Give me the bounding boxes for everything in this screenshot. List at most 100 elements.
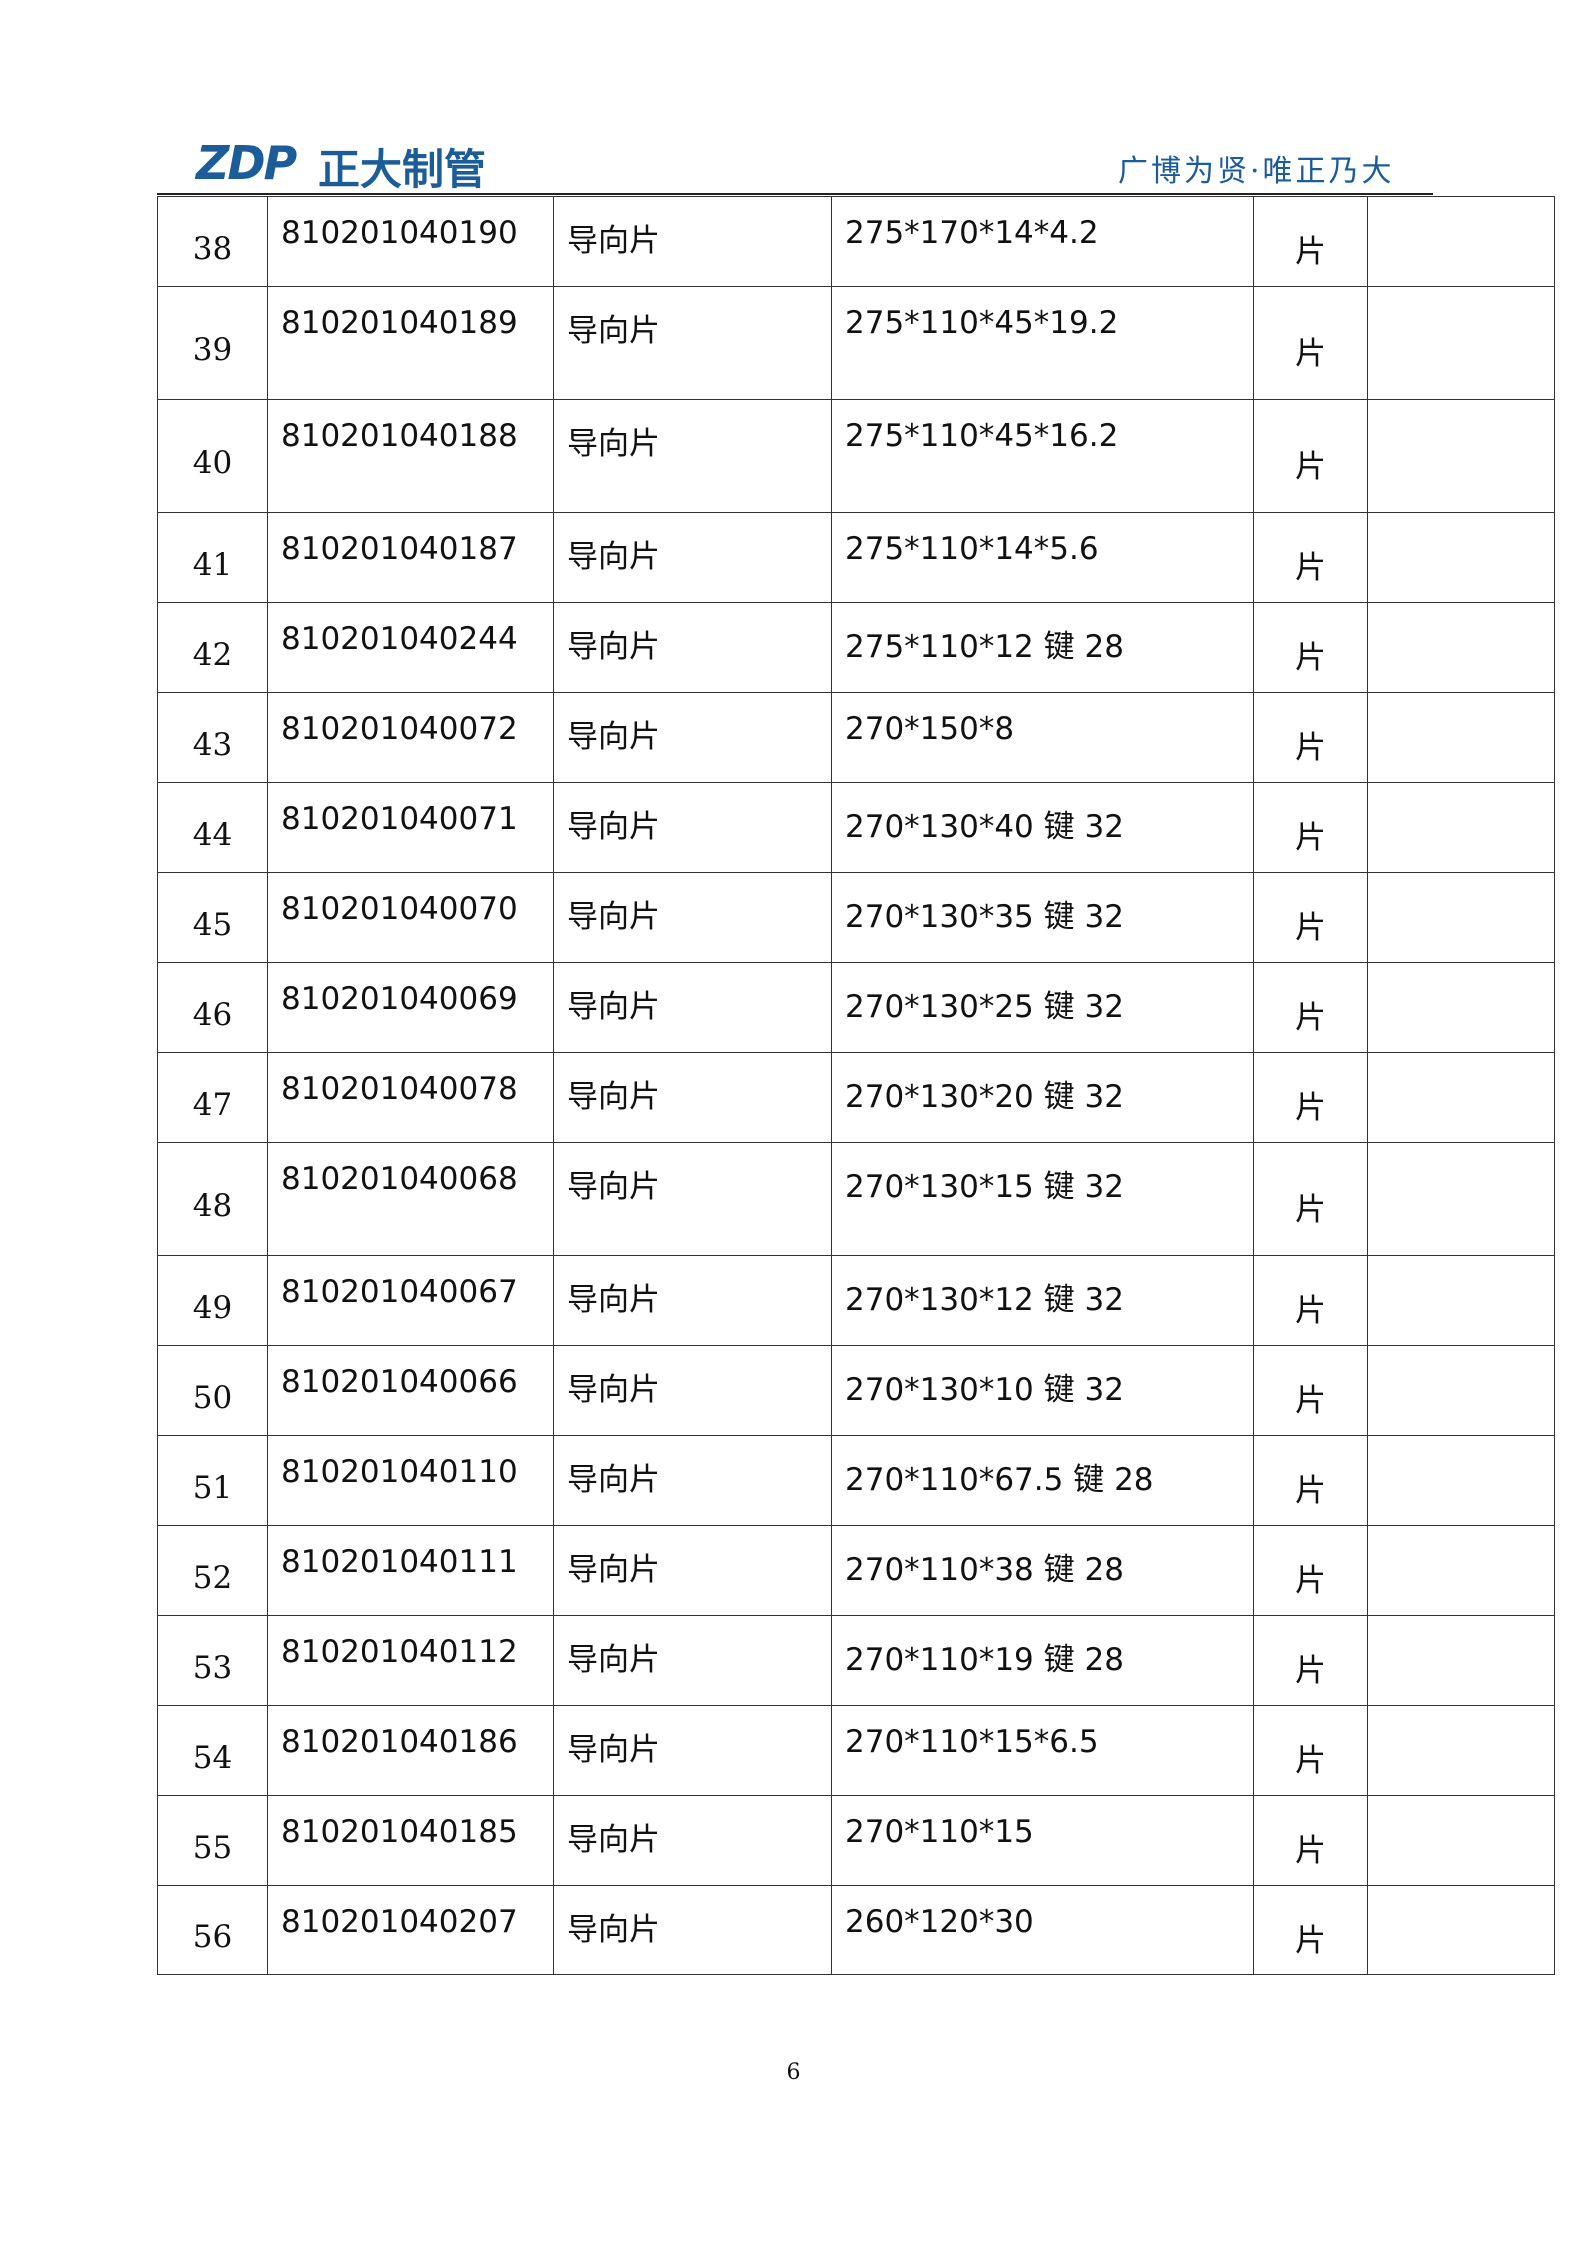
item-name: 导向片 — [553, 1052, 832, 1143]
row-number: 45 — [157, 872, 268, 963]
item-spec: 270*130*12 键 32 — [831, 1255, 1254, 1346]
table-row: 44 810201040071 导向片 270*130*40 键 32 片 — [157, 782, 1555, 873]
item-name: 导向片 — [553, 1435, 832, 1526]
row-number: 39 — [157, 286, 268, 400]
table-row: 56 810201040207 导向片 260*120*30 片 — [157, 1885, 1555, 1975]
item-code: 810201040207 — [267, 1885, 554, 1975]
empty-cell — [1367, 692, 1555, 783]
item-code: 810201040244 — [267, 602, 554, 693]
item-name: 导向片 — [553, 1142, 832, 1256]
page-number: 6 — [786, 2060, 801, 2085]
item-name: 导向片 — [553, 782, 832, 873]
row-number: 38 — [157, 196, 268, 287]
item-code: 810201040189 — [267, 286, 554, 400]
item-spec: 270*110*38 键 28 — [831, 1525, 1254, 1616]
item-unit: 片 — [1253, 286, 1368, 400]
row-number: 44 — [157, 782, 268, 873]
item-code: 810201040072 — [267, 692, 554, 783]
table-row: 42 810201040244 导向片 275*110*12 键 28 片 — [157, 602, 1555, 693]
empty-cell — [1367, 1885, 1555, 1975]
row-number: 51 — [157, 1435, 268, 1526]
table-row: 43 810201040072 导向片 270*150*8 片 — [157, 692, 1555, 783]
item-name: 导向片 — [553, 399, 832, 513]
item-unit: 片 — [1253, 512, 1368, 603]
empty-cell — [1367, 399, 1555, 513]
item-name: 导向片 — [553, 1705, 832, 1796]
table-row: 48 810201040068 导向片 270*130*15 键 32 片 — [157, 1142, 1555, 1256]
empty-cell — [1367, 1255, 1555, 1346]
table-row: 38 810201040190 导向片 275*170*14*4.2 片 — [157, 196, 1555, 287]
item-code: 810201040068 — [267, 1142, 554, 1256]
row-number: 52 — [157, 1525, 268, 1616]
row-number: 54 — [157, 1705, 268, 1796]
empty-cell — [1367, 1795, 1555, 1886]
item-unit: 片 — [1253, 1795, 1368, 1886]
row-number: 46 — [157, 962, 268, 1053]
empty-cell — [1367, 1615, 1555, 1706]
item-unit: 片 — [1253, 962, 1368, 1053]
item-unit: 片 — [1253, 1052, 1368, 1143]
item-code: 810201040185 — [267, 1795, 554, 1886]
item-code: 810201040078 — [267, 1052, 554, 1143]
item-code: 810201040071 — [267, 782, 554, 873]
table-row: 41 810201040187 导向片 275*110*14*5.6 片 — [157, 512, 1555, 603]
item-spec: 270*110*15*6.5 — [831, 1705, 1254, 1796]
row-number: 41 — [157, 512, 268, 603]
slogan: 广博为贤·唯正乃大 — [1118, 154, 1395, 189]
item-spec: 275*110*12 键 28 — [831, 602, 1254, 693]
item-spec: 260*120*30 — [831, 1885, 1254, 1975]
row-number: 43 — [157, 692, 268, 783]
table-row: 52 810201040111 导向片 270*110*38 键 28 片 — [157, 1525, 1555, 1616]
logo: ZDP — [196, 136, 297, 190]
empty-cell — [1367, 1052, 1555, 1143]
item-unit: 片 — [1253, 196, 1368, 287]
item-spec: 270*110*67.5 键 28 — [831, 1435, 1254, 1526]
table-row: 54 810201040186 导向片 270*110*15*6.5 片 — [157, 1705, 1555, 1796]
empty-cell — [1367, 1142, 1555, 1256]
empty-cell — [1367, 1705, 1555, 1796]
item-unit: 片 — [1253, 692, 1368, 783]
table-row: 53 810201040112 导向片 270*110*19 键 28 片 — [157, 1615, 1555, 1706]
item-code: 810201040188 — [267, 399, 554, 513]
empty-cell — [1367, 602, 1555, 693]
item-spec: 270*130*35 键 32 — [831, 872, 1254, 963]
table-row: 51 810201040110 导向片 270*110*67.5 键 28 片 — [157, 1435, 1555, 1526]
item-spec: 275*170*14*4.2 — [831, 196, 1254, 287]
table-row: 47 810201040078 导向片 270*130*20 键 32 片 — [157, 1052, 1555, 1143]
row-number: 42 — [157, 602, 268, 693]
item-spec: 270*130*20 键 32 — [831, 1052, 1254, 1143]
row-number: 55 — [157, 1795, 268, 1886]
item-name: 导向片 — [553, 1525, 832, 1616]
item-unit: 片 — [1253, 1885, 1368, 1975]
item-code: 810201040190 — [267, 196, 554, 287]
item-name: 导向片 — [553, 196, 832, 287]
empty-cell — [1367, 286, 1555, 400]
row-number: 50 — [157, 1345, 268, 1436]
item-unit: 片 — [1253, 602, 1368, 693]
item-code: 810201040066 — [267, 1345, 554, 1436]
item-code: 810201040110 — [267, 1435, 554, 1526]
table-row: 55 810201040185 导向片 270*110*15 片 — [157, 1795, 1555, 1886]
item-spec: 270*150*8 — [831, 692, 1254, 783]
row-number: 40 — [157, 399, 268, 513]
item-unit: 片 — [1253, 872, 1368, 963]
empty-cell — [1367, 512, 1555, 603]
item-name: 导向片 — [553, 872, 832, 963]
item-code: 810201040111 — [267, 1525, 554, 1616]
row-number: 53 — [157, 1615, 268, 1706]
item-code: 810201040186 — [267, 1705, 554, 1796]
item-spec: 270*130*40 键 32 — [831, 782, 1254, 873]
item-unit: 片 — [1253, 782, 1368, 873]
table-row: 40 810201040188 导向片 275*110*45*16.2 片 — [157, 399, 1555, 513]
item-name: 导向片 — [553, 1615, 832, 1706]
item-name: 导向片 — [553, 1885, 832, 1975]
company-name: 正大制管 — [318, 145, 487, 194]
item-unit: 片 — [1253, 1142, 1368, 1256]
item-spec: 275*110*45*19.2 — [831, 286, 1254, 400]
empty-cell — [1367, 1345, 1555, 1436]
item-spec: 270*130*25 键 32 — [831, 962, 1254, 1053]
item-unit: 片 — [1253, 1255, 1368, 1346]
empty-cell — [1367, 782, 1555, 873]
empty-cell — [1367, 872, 1555, 963]
